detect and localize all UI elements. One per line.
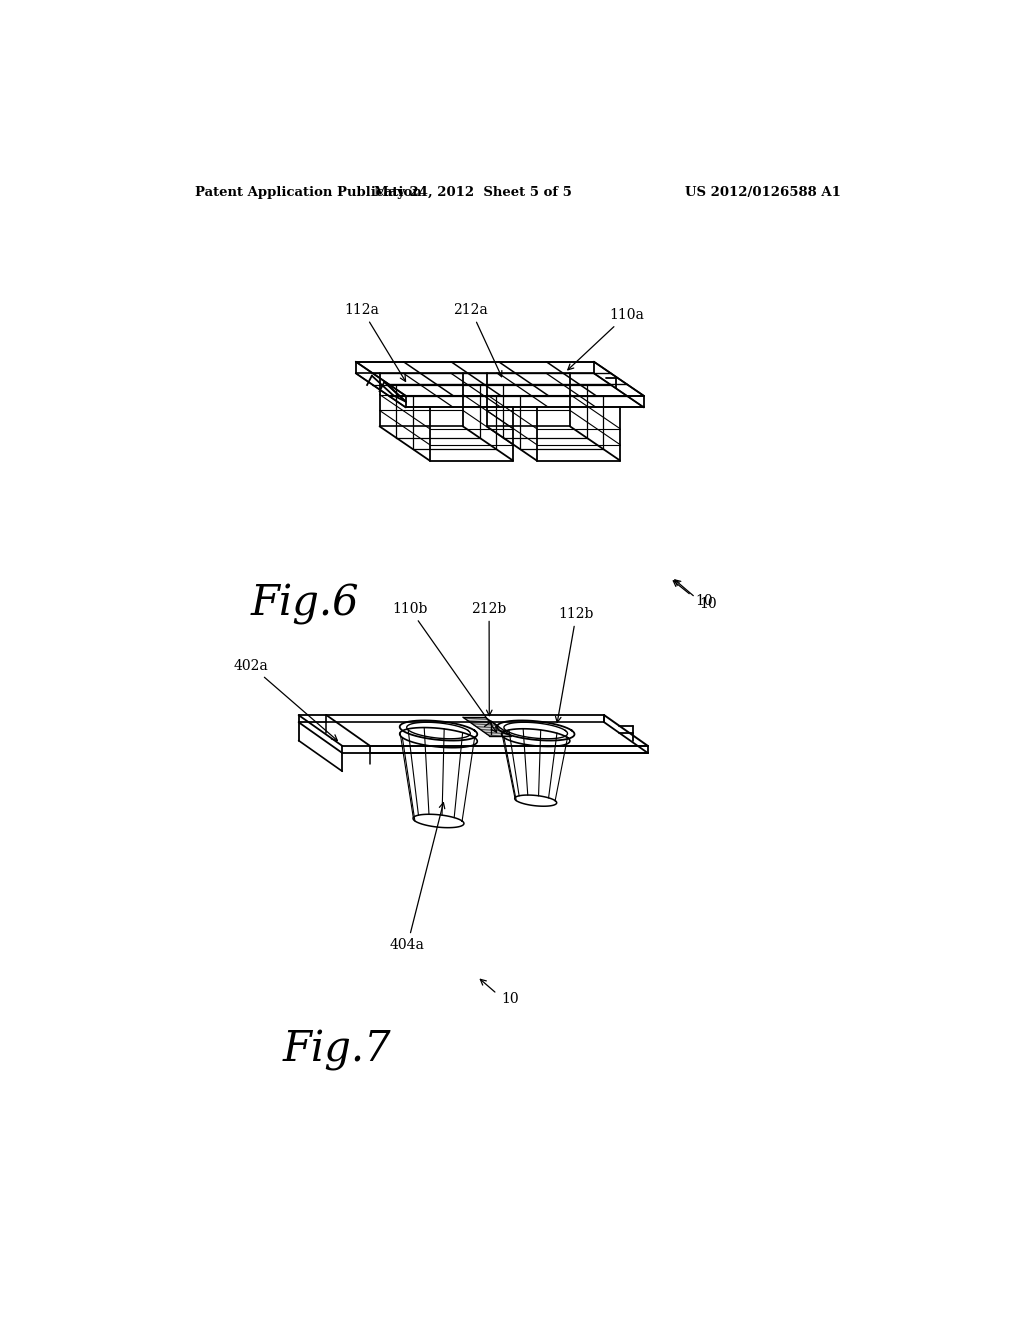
Text: Fig.7: Fig.7	[283, 1028, 391, 1071]
Text: Patent Application Publication: Patent Application Publication	[196, 186, 422, 199]
Text: 112a: 112a	[345, 302, 406, 381]
Text: 112b: 112b	[555, 607, 594, 722]
Text: 212a: 212a	[454, 302, 502, 376]
Text: 402a: 402a	[233, 659, 337, 741]
Text: 212b: 212b	[471, 602, 507, 715]
Text: 10: 10	[695, 594, 713, 607]
Text: 404a: 404a	[390, 803, 444, 952]
Text: 110a: 110a	[568, 308, 644, 370]
Text: 10: 10	[699, 597, 717, 611]
Text: 110b: 110b	[392, 602, 497, 733]
Text: Fig.6: Fig.6	[251, 582, 359, 624]
Text: May 24, 2012  Sheet 5 of 5: May 24, 2012 Sheet 5 of 5	[375, 186, 572, 199]
Text: 10: 10	[501, 991, 518, 1006]
Text: US 2012/0126588 A1: US 2012/0126588 A1	[685, 186, 841, 199]
